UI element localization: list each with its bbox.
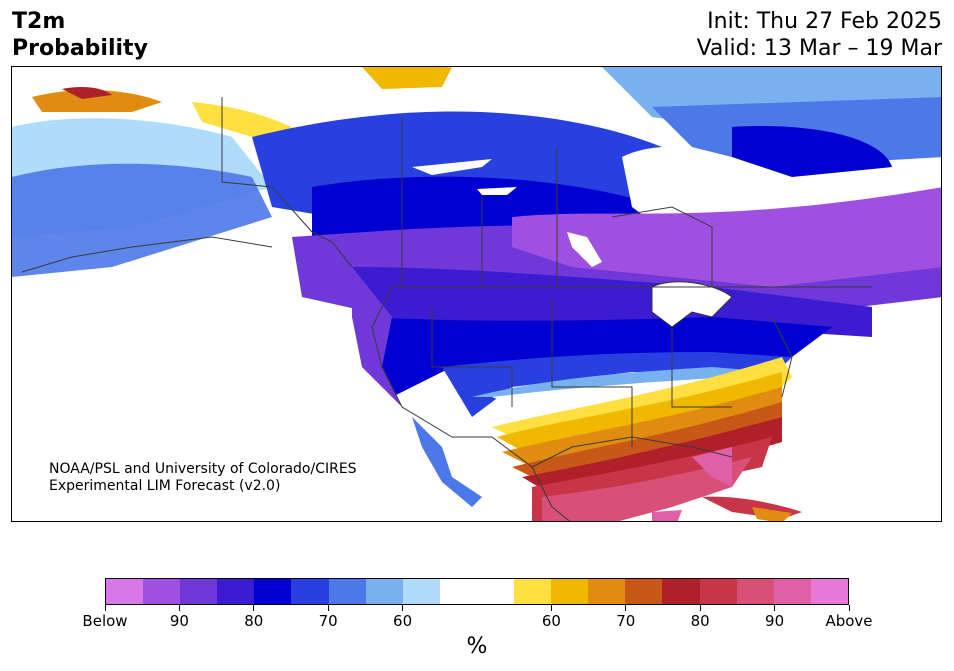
west-coast-purple: [352, 267, 402, 407]
colorbar-tick-label: 70: [318, 612, 338, 630]
baja-blue: [412, 417, 482, 507]
colorbar-segment: [439, 579, 477, 604]
colorbar-tick: [699, 605, 701, 611]
colorbar-segment: [291, 579, 329, 604]
colorbar-tick: [104, 605, 106, 611]
credit-line-2: Experimental LIM Forecast (v2.0): [49, 478, 281, 494]
se-pink: [542, 457, 752, 521]
great-slave-lake: [412, 159, 492, 175]
colorbar-segment: [773, 579, 811, 604]
colorbar-tick: [178, 605, 180, 611]
colorbar-segment: [625, 579, 663, 604]
colorbar-tick: [253, 605, 255, 611]
lake-winnipeg: [567, 232, 602, 267]
florida-pink: [692, 447, 732, 487]
colorbar-segment: [180, 579, 218, 604]
colorbar-unit: %: [466, 634, 488, 659]
probability-map: [12, 67, 941, 521]
colorbar-tick-label: 60: [393, 612, 413, 630]
colorbar-segment: [514, 579, 552, 604]
colorbar-segment: [217, 579, 255, 604]
map-panel: [11, 66, 942, 522]
colorbar-tick: [402, 605, 404, 611]
colorbar-segment: [365, 579, 403, 604]
greenland-yellow: [362, 67, 452, 89]
border-lines: [21, 97, 872, 521]
colorbar-tick-label: 80: [690, 612, 710, 630]
colorbar-segment: [328, 579, 366, 604]
title-variable: T2m: [12, 9, 66, 34]
colorbar-segment: [810, 579, 848, 604]
colorbar-tick-label: 90: [765, 612, 785, 630]
colorbar-tick: [625, 605, 627, 611]
colorbar-segment: [476, 579, 515, 604]
canada-light-purple: [512, 187, 941, 287]
northeast-dark-blue: [732, 126, 892, 177]
colorbar-segment: [402, 579, 440, 604]
yucatan-pink: [652, 510, 682, 521]
colorbar-tick: [848, 605, 850, 611]
alaska-north-red-core: [62, 87, 112, 99]
colorbar-segment: [254, 579, 292, 604]
alaska-north-red: [32, 90, 162, 112]
chart-title-left: T2m Probability: [12, 8, 148, 62]
title-type: Probability: [12, 36, 148, 61]
alaska-blue: [12, 163, 272, 277]
colorbar-tick-label: Above: [825, 612, 873, 630]
great-lakes: [651, 281, 733, 328]
colorbar-tick-label: 70: [616, 612, 636, 630]
valid-range: Valid: 13 Mar – 19 Mar: [696, 36, 942, 61]
lake-athabasca: [477, 187, 517, 195]
colorbar-tick-label: Below: [82, 612, 128, 630]
colorbar-segment: [736, 579, 774, 604]
colorbar-segment: [699, 579, 737, 604]
credit-text: NOAA/PSL and University of Colorado/CIRE…: [49, 461, 357, 495]
colorbar-tick: [327, 605, 329, 611]
alaska-north-yellow: [192, 102, 302, 137]
colorbar-segment: [662, 579, 700, 604]
colorbar-tick-label: 90: [169, 612, 189, 630]
init-date: Init: Thu 27 Feb 2025: [707, 9, 942, 34]
colorbar-segment: [551, 579, 589, 604]
colorbar-segment: [588, 579, 626, 604]
chart-title-right: Init: Thu 27 Feb 2025 Valid: 13 Mar – 19…: [697, 8, 942, 62]
colorbar-segment: [106, 579, 144, 604]
colorbar: [105, 578, 849, 605]
colorbar-tick: [774, 605, 776, 611]
colorbar-tick-label: 80: [244, 612, 264, 630]
colorbar-tick-label: 60: [541, 612, 561, 630]
credit-line-1: NOAA/PSL and University of Colorado/CIRE…: [49, 461, 357, 477]
cuba-orange: [752, 507, 792, 521]
colorbar-tick: [550, 605, 552, 611]
colorbar-segment: [143, 579, 181, 604]
